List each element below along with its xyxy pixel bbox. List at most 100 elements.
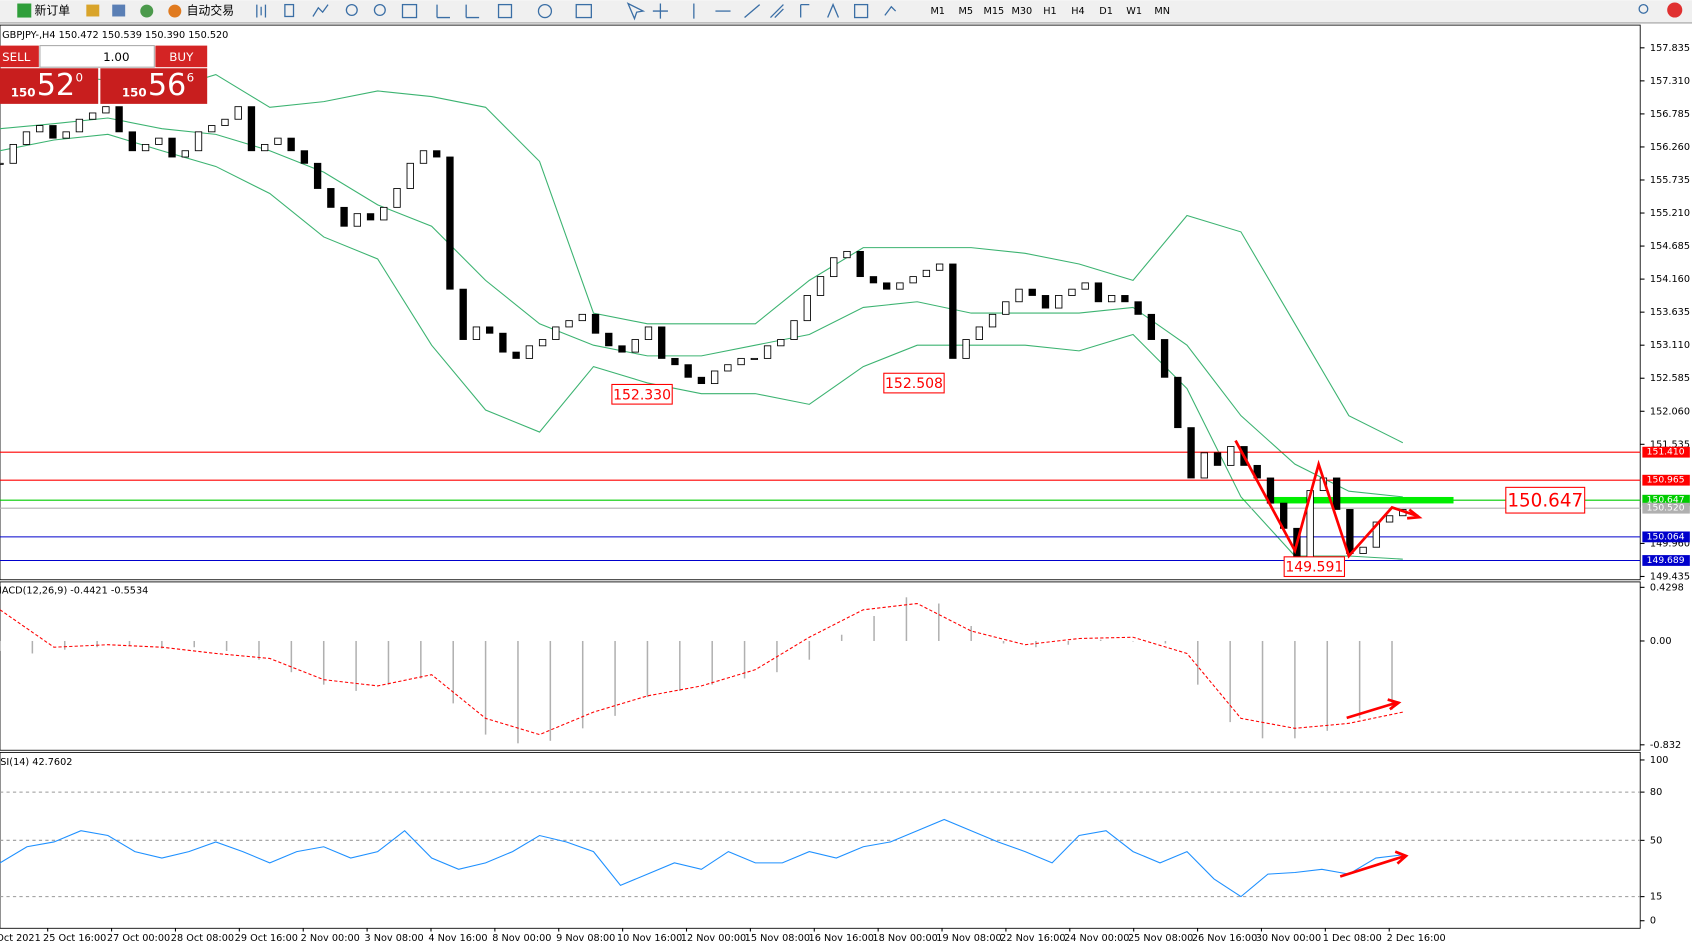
fibo-icon[interactable] [800,3,810,18]
zoom-in-icon[interactable] [345,3,358,17]
buy-button[interactable] [155,45,208,68]
level-label: 150.520 [1647,503,1685,514]
timeframe-button[interactable]: H1 [1043,6,1056,17]
line-icon[interactable] [312,4,329,17]
notification-icon[interactable] [1667,2,1683,18]
timeframe-button[interactable]: M30 [1012,6,1033,17]
level-label-bg [1642,502,1690,514]
price-annotation-box [883,372,945,394]
zoom-out-icon[interactable] [373,3,386,17]
candle [922,269,931,278]
icon[interactable] [86,4,100,17]
symbol-info: GBPJPY-,H4 150.472 150.539 150.390 150.5… [2,30,228,41]
icon[interactable] [140,4,154,18]
rsi-arrow [1339,850,1409,878]
y-tick-label: 0.4298 [1650,582,1684,593]
icon[interactable] [112,4,126,17]
y-tick-label: 80 [1650,787,1662,798]
tool-icons [256,2,1649,21]
auto-trading-icon[interactable] [168,4,182,18]
candle [935,263,944,271]
candle [247,106,256,152]
autoscroll-icon[interactable] [465,4,480,19]
label-icon[interactable] [853,3,869,19]
candle [62,131,70,139]
y-tick-label: -0.832 [1650,740,1681,751]
timeframe-button[interactable]: W1 [1126,6,1142,17]
candle [446,156,454,290]
y-tick-label: 154.685 [1650,241,1690,252]
templates-icon[interactable] [575,3,592,19]
text-icon[interactable] [827,2,840,18]
timeframe-button[interactable]: M1 [930,6,945,17]
level-label: 150.647 [1647,495,1685,506]
ask-box[interactable] [100,68,208,104]
x-tick-label: 24 Nov 00:00 [1064,933,1129,944]
periods-icon[interactable] [537,3,553,19]
candle [115,106,123,133]
candle [0,162,4,165]
y-tick-label: 149.960 [1650,538,1690,549]
buy-label[interactable]: BUY [169,50,194,64]
arrows-icon[interactable] [884,5,897,16]
macd-bar [743,640,746,679]
timeframe-button[interactable]: M15 [983,6,1004,17]
candles-icon[interactable] [284,3,295,18]
sell-label[interactable]: SELL [2,50,31,64]
x-tick-label: 8 Nov 00:00 [492,933,551,944]
indicators-icon[interactable] [497,3,513,19]
auto-trading-button[interactable]: 自动交易 [187,4,234,18]
cursor-icon[interactable] [626,2,646,21]
macd-bar [938,603,940,641]
macd-bar [128,640,131,646]
timeframe-button[interactable]: M5 [959,6,974,17]
level-label-bg [1642,446,1690,458]
main-pane [0,24,1641,581]
macd-title: MACD(12,26,9) -0.4421 -0.5534 [0,586,148,597]
x-tick-label: 3 Nov 08:00 [364,933,423,944]
trendline-icon[interactable] [744,4,761,19]
level-label-bg [1642,494,1690,506]
sell-button[interactable] [0,45,39,68]
bid-box[interactable] [0,68,99,104]
y-tick-label: 154.160 [1650,274,1690,285]
candle [340,206,348,227]
timeframe-button[interactable]: MN [1154,6,1170,17]
rsi-title: RSI(14) 42.7602 [0,757,72,768]
search-icon[interactable] [1638,3,1649,14]
shift-icon[interactable] [436,4,450,19]
level-label: 150.064 [1647,531,1685,542]
candle [684,364,692,378]
macd-arrow [1346,698,1402,720]
x-tick-label: 10 Nov 16:00 [617,933,682,944]
candle [790,320,798,340]
x-tick-label: 19 Nov 08:00 [936,933,1001,944]
bars-icon[interactable] [256,4,267,18]
y-tick-label: 151.535 [1650,439,1690,450]
crosshair-icon[interactable] [652,3,668,19]
new-order-button[interactable]: 新订单 [35,4,71,18]
y-tick-label: 155.210 [1650,208,1690,219]
candle [472,326,481,340]
candle [459,288,467,340]
macd-bar [1197,640,1199,685]
macd-bar [387,640,390,685]
candle [1081,282,1089,290]
new-order-icon[interactable] [17,3,32,18]
candle [380,206,388,221]
lots-value[interactable]: 1.00 [103,50,129,64]
lots-field[interactable] [39,45,155,68]
candle [433,150,441,158]
y-tick-label: 156.260 [1650,142,1690,153]
timeframe-button[interactable]: D1 [1099,6,1113,17]
channel-icon[interactable] [770,4,784,19]
arrow-head [1407,508,1423,520]
candle [221,118,229,126]
x-tick-label: 2 Nov 00:00 [301,933,360,944]
candle [949,263,957,359]
candle [578,313,586,322]
pattern-arrow [1234,439,1419,559]
timeframe-button[interactable]: H4 [1071,6,1084,17]
macd-bar [420,640,422,679]
tile-icon[interactable] [401,3,418,19]
